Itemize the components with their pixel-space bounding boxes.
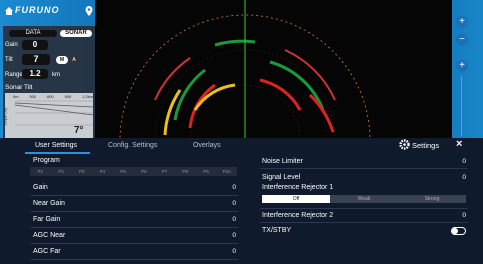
- noise-limiter-value: 0: [440, 158, 466, 165]
- preset-button[interactable]: P9: [196, 167, 217, 176]
- sonar-tilt-title: Sonar Tilt: [5, 84, 32, 91]
- gain-label: Gain: [5, 42, 18, 48]
- range-label: Range: [5, 72, 23, 78]
- separator: [30, 227, 238, 228]
- preset-button[interactable]: P5: [113, 167, 134, 176]
- segment-option[interactable]: Strong: [398, 195, 466, 203]
- preset-button[interactable]: P4: [92, 167, 113, 176]
- setting-value: 0: [210, 248, 236, 255]
- tab-underline: [25, 152, 90, 154]
- separator: [30, 211, 238, 212]
- sonar-display: [95, 0, 452, 138]
- preset-button[interactable]: P1: [30, 167, 51, 176]
- preset-button[interactable]: P8: [175, 167, 196, 176]
- segment-option[interactable]: Off: [262, 195, 330, 203]
- mode-manual[interactable]: M: [56, 56, 68, 64]
- mode-auto[interactable]: A: [70, 56, 78, 64]
- tilt-x-label: 0m: [13, 94, 19, 99]
- setting-value: 0: [210, 232, 236, 239]
- separator: [260, 168, 468, 169]
- gear-icon[interactable]: [399, 139, 410, 150]
- tilt-x-label: 1.2km: [82, 94, 93, 99]
- separator: [30, 195, 238, 196]
- add-button[interactable]: +: [456, 60, 468, 72]
- tilt-label: Tilt: [5, 57, 13, 63]
- signal-level-value: 0: [440, 174, 466, 181]
- separator: [30, 259, 238, 260]
- ir2-value: 0: [440, 212, 466, 219]
- zoom-in[interactable]: +: [456, 16, 468, 28]
- preset-button[interactable]: P2: [51, 167, 72, 176]
- tilt-x-label: 900: [65, 94, 72, 99]
- range-unit: km: [52, 72, 60, 78]
- tx-stby-toggle[interactable]: [451, 227, 466, 235]
- tilt-value[interactable]: 7: [22, 54, 50, 65]
- tilt-x-label: 300: [29, 94, 36, 99]
- zoom-out[interactable]: −: [456, 34, 468, 46]
- slider-track: [461, 76, 462, 136]
- tilt-y-label: Depth (m): [2, 108, 7, 126]
- setting-label: AGC Far: [33, 248, 61, 255]
- tab-user-settings[interactable]: User Settings: [35, 142, 77, 149]
- setting-value: 0: [210, 184, 236, 191]
- tx-stby-label: TX/STBY: [262, 227, 291, 234]
- toggle-knob: [452, 228, 458, 234]
- settings-button[interactable]: Settings: [412, 141, 439, 150]
- tab-config-settings[interactable]: Config. Settings: [108, 142, 157, 149]
- tilt-x-label: 600: [47, 94, 54, 99]
- signal-level-label: Signal Level: [262, 174, 300, 181]
- separator: [260, 222, 468, 223]
- setting-value: 0: [210, 200, 236, 207]
- screen: FURUNO + − + DATA SONAR Gain 0 Tilt 7 M …: [0, 0, 483, 264]
- preset-button[interactable]: P7: [154, 167, 175, 176]
- home-icon[interactable]: [4, 6, 14, 16]
- setting-label: Gain: [33, 184, 48, 191]
- setting-label: Near Gain: [33, 200, 65, 207]
- segment-option[interactable]: Weak: [330, 195, 398, 203]
- range-value[interactable]: 1.2: [22, 69, 48, 79]
- close-button[interactable]: ×: [456, 138, 462, 150]
- preset-button[interactable]: P6: [134, 167, 155, 176]
- preset-button[interactable]: P10: [216, 167, 237, 176]
- gain-value[interactable]: 0: [22, 40, 48, 50]
- brand: FURUNO: [15, 5, 60, 15]
- separator: [30, 243, 238, 244]
- tab-sonar[interactable]: SONAR: [60, 30, 92, 37]
- ir1-label: Interference Rejector 1: [262, 184, 333, 191]
- setting-value: 0: [210, 216, 236, 223]
- ir2-label: Interference Rejector 2: [262, 212, 333, 219]
- tab-overlays[interactable]: Overlays: [193, 142, 221, 149]
- tilt-angle: 7°: [74, 125, 84, 136]
- preset-button[interactable]: P3: [71, 167, 92, 176]
- separator: [260, 208, 468, 209]
- setting-label: AGC Near: [33, 232, 65, 239]
- tilt-x-labels: 0m 300 600 900 1.2km: [5, 94, 93, 99]
- setting-label: Far Gain: [33, 216, 60, 223]
- program-label: Program: [33, 157, 60, 164]
- tab-data[interactable]: DATA: [9, 30, 57, 37]
- location-icon[interactable]: [84, 5, 94, 17]
- noise-limiter-label: Noise Limiter: [262, 158, 303, 165]
